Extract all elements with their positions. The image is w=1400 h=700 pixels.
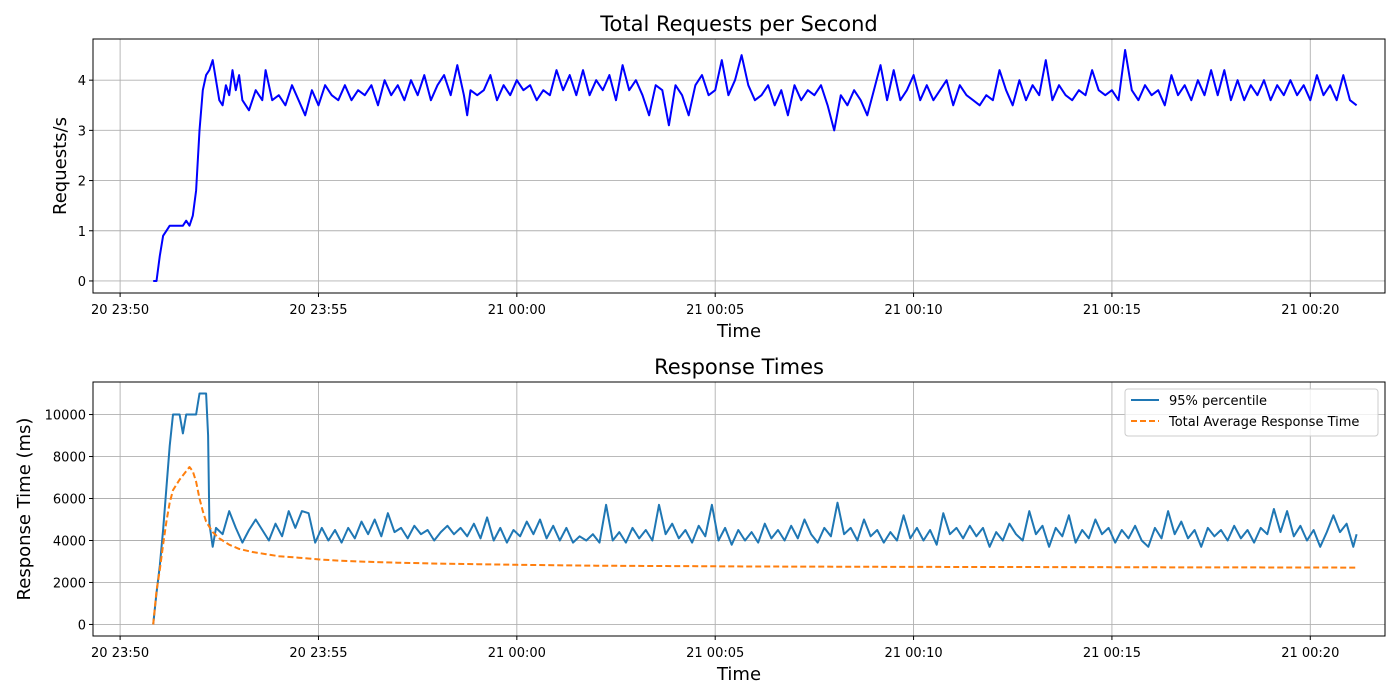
x-tick-label: 21 00:15 <box>1083 646 1141 661</box>
y-tick-label: 0 <box>78 275 86 290</box>
series-line-95-percentile <box>152 392 1358 625</box>
chart-title: Response Times <box>654 355 824 379</box>
y-tick-label: 4000 <box>53 534 86 549</box>
series-line-total-average-response-time <box>152 466 1357 625</box>
x-axis-label: Time <box>716 321 761 342</box>
x-axis-ticks: 20 23:50 20 23:55 21 00:00 21 00:05 21 00:10… <box>91 636 1339 661</box>
x-tick-label: 20 23:55 <box>289 303 347 318</box>
x-tick-label: 20 23:55 <box>289 646 347 661</box>
response-times-chart: Response Times 20 23:50 20 23:55 21 00:00 2… <box>14 355 1386 685</box>
grid <box>93 39 1385 293</box>
x-tick-label: 21 00:20 <box>1281 303 1339 318</box>
x-tick-label: 21 00:05 <box>686 303 744 318</box>
y-tick-label: 3 <box>78 124 86 139</box>
x-tick-label: 21 00:15 <box>1083 303 1141 318</box>
requests-per-second-chart: Total Requests per Second 20 23:50 20 23:… <box>50 12 1386 342</box>
y-tick-label: 1 <box>78 225 86 240</box>
legend: 95% percentile Total Average Response Ti… <box>1124 388 1379 437</box>
series-line <box>153 49 1358 282</box>
y-tick-label: 0 <box>78 618 86 633</box>
x-tick-label: 21 00:10 <box>884 303 942 318</box>
x-axis-label: Time <box>716 664 761 685</box>
x-tick-label: 21 00:20 <box>1281 646 1339 661</box>
y-tick-label: 6000 <box>53 493 86 508</box>
legend-label-average: Total Average Response Time <box>1168 415 1359 430</box>
plot-frame <box>92 381 1386 637</box>
y-tick-label: 10000 <box>45 409 86 424</box>
y-tick-label: 2000 <box>53 576 86 591</box>
x-tick-label: 21 00:00 <box>488 646 546 661</box>
chart-title: Total Requests per Second <box>599 12 877 36</box>
x-tick-label: 20 23:50 <box>91 303 149 318</box>
y-tick-label: 8000 <box>53 451 86 466</box>
x-axis-ticks: 20 23:50 20 23:55 21 00:00 21 00:05 21 00:10… <box>91 293 1339 318</box>
plot-frame <box>92 38 1386 294</box>
series-layer <box>153 49 1358 282</box>
x-tick-label: 20 23:50 <box>91 646 149 661</box>
series-layer <box>152 392 1358 625</box>
x-tick-label: 21 00:00 <box>488 303 546 318</box>
y-axis-ticks: 0 2000 4000 6000 8000 10000 <box>45 409 93 633</box>
y-axis-ticks: 0 1 2 3 4 <box>78 74 93 290</box>
x-tick-label: 21 00:05 <box>686 646 744 661</box>
y-tick-label: 2 <box>78 175 86 190</box>
y-tick-label: 4 <box>78 74 86 89</box>
x-tick-label: 21 00:10 <box>884 646 942 661</box>
legend-label-95-percentile: 95% percentile <box>1169 394 1267 409</box>
legend-box <box>1124 388 1379 437</box>
y-axis-label: Response Time (ms) <box>14 418 35 601</box>
y-axis-label: Requests/s <box>50 117 71 215</box>
